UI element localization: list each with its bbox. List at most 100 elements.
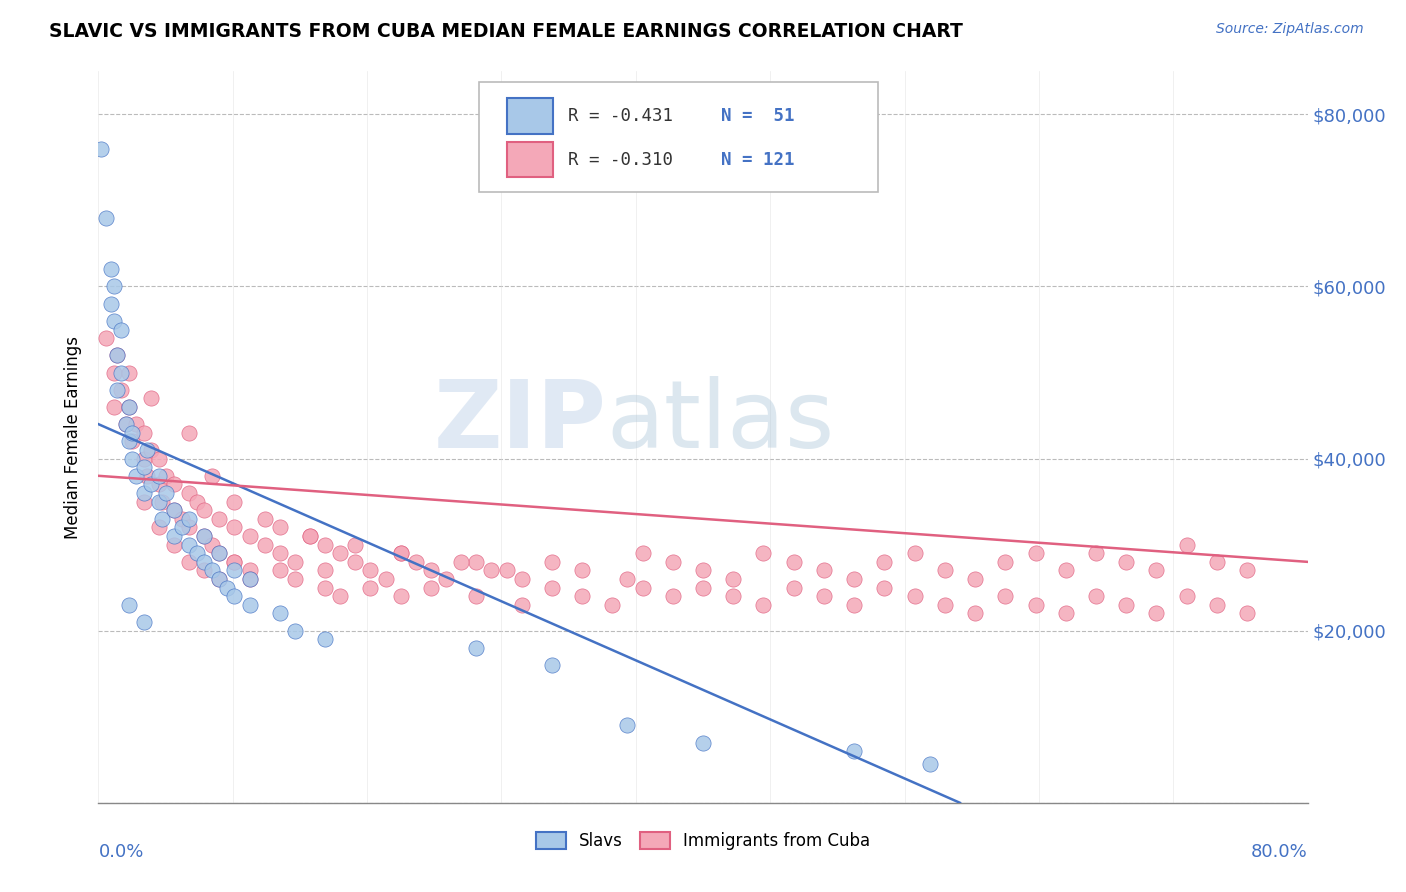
Point: [179, 538, 201, 552]
Point: [813, 589, 835, 603]
Point: [148, 451, 170, 466]
Point: [170, 520, 193, 534]
Point: [155, 486, 177, 500]
Point: [510, 598, 533, 612]
Point: [132, 460, 155, 475]
Point: [193, 555, 215, 569]
Point: [692, 581, 714, 595]
Point: [201, 538, 224, 552]
Point: [269, 520, 291, 534]
Point: [1054, 564, 1077, 578]
Point: [132, 425, 155, 440]
Point: [193, 529, 215, 543]
Point: [110, 322, 132, 336]
Text: 0.0%: 0.0%: [98, 843, 143, 861]
Point: [201, 564, 224, 578]
Point: [224, 494, 246, 508]
Point: [148, 494, 170, 508]
Point: [135, 468, 157, 483]
Point: [105, 383, 128, 397]
Point: [118, 366, 141, 380]
Point: [783, 555, 806, 569]
Point: [389, 546, 412, 560]
Point: [904, 546, 927, 560]
Point: [844, 744, 866, 758]
Point: [110, 383, 132, 397]
Point: [360, 581, 382, 595]
Point: [224, 520, 246, 534]
Point: [1025, 546, 1047, 560]
Point: [208, 572, 231, 586]
Point: [434, 572, 457, 586]
Point: [193, 564, 215, 578]
Text: SLAVIC VS IMMIGRANTS FROM CUBA MEDIAN FEMALE EARNINGS CORRELATION CHART: SLAVIC VS IMMIGRANTS FROM CUBA MEDIAN FE…: [49, 22, 963, 41]
Point: [314, 538, 336, 552]
Point: [269, 546, 291, 560]
Point: [132, 615, 155, 629]
Point: [692, 735, 714, 749]
Point: [420, 564, 443, 578]
Legend: Slavs, Immigrants from Cuba: Slavs, Immigrants from Cuba: [529, 825, 877, 856]
Point: [540, 581, 562, 595]
Point: [103, 279, 125, 293]
Point: [1085, 546, 1108, 560]
Point: [844, 598, 866, 612]
Point: [752, 546, 775, 560]
Point: [186, 494, 208, 508]
Point: [540, 658, 562, 673]
Point: [994, 589, 1017, 603]
Point: [299, 529, 322, 543]
Point: [918, 757, 941, 772]
Point: [121, 451, 143, 466]
Text: atlas: atlas: [606, 376, 835, 468]
Point: [170, 512, 193, 526]
Point: [100, 262, 122, 277]
Point: [1175, 589, 1198, 603]
Point: [450, 555, 472, 569]
Point: [465, 589, 488, 603]
Point: [103, 314, 125, 328]
Point: [1054, 607, 1077, 621]
Point: [934, 598, 956, 612]
Point: [389, 546, 412, 560]
Point: [1206, 598, 1229, 612]
Point: [284, 555, 307, 569]
Point: [1025, 598, 1047, 612]
Point: [118, 400, 141, 414]
Point: [661, 555, 683, 569]
Point: [616, 572, 638, 586]
Text: N = 121: N = 121: [721, 151, 794, 169]
Point: [510, 572, 533, 586]
Point: [1236, 607, 1258, 621]
Point: [105, 348, 128, 362]
Point: [148, 468, 170, 483]
Point: [723, 572, 745, 586]
Point: [465, 555, 488, 569]
Point: [844, 572, 866, 586]
Point: [284, 624, 307, 638]
Point: [163, 503, 186, 517]
Point: [148, 477, 170, 491]
Point: [723, 589, 745, 603]
Point: [1236, 564, 1258, 578]
Point: [132, 486, 155, 500]
Point: [495, 564, 517, 578]
Point: [405, 555, 427, 569]
Point: [208, 572, 231, 586]
Point: [110, 366, 132, 380]
Point: [344, 555, 367, 569]
Point: [1115, 598, 1137, 612]
Point: [179, 512, 201, 526]
Point: [224, 555, 246, 569]
Point: [179, 520, 201, 534]
Point: [269, 607, 291, 621]
Point: [121, 434, 143, 449]
Point: [239, 598, 262, 612]
Text: R = -0.431: R = -0.431: [568, 107, 672, 125]
Point: [1146, 564, 1168, 578]
FancyBboxPatch shape: [508, 98, 553, 134]
Point: [269, 564, 291, 578]
Point: [873, 581, 896, 595]
Point: [1085, 589, 1108, 603]
Point: [360, 564, 382, 578]
